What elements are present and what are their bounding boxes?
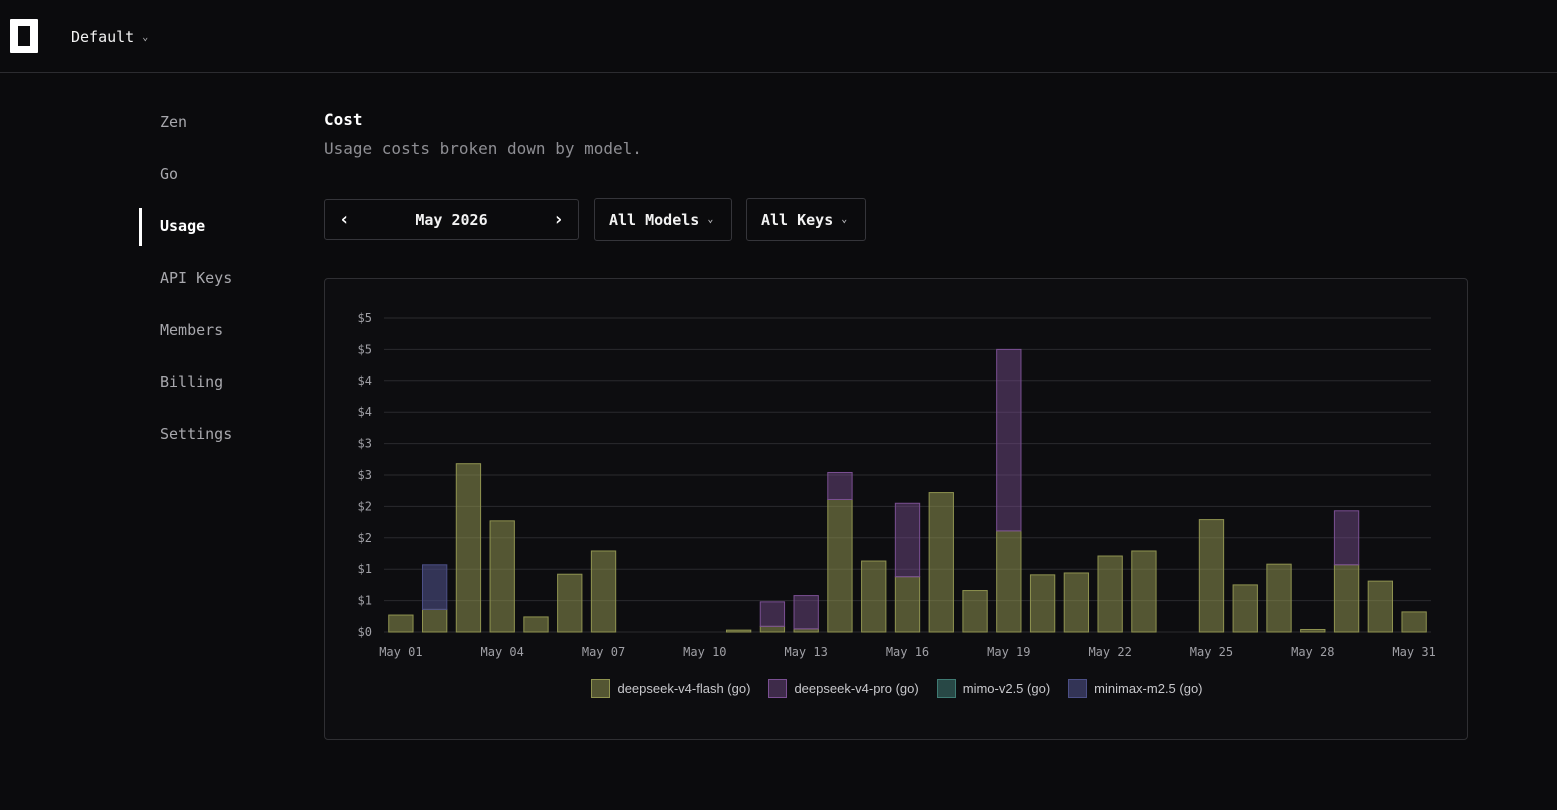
keys-dropdown[interactable]: All Keys ⌄ [746, 198, 866, 241]
bar-deepseek-v4-flash-may-05[interactable] [523, 616, 549, 633]
bar-deepseek-v4-flash-may-28[interactable] [1300, 628, 1326, 633]
x-tick-label: May 01 [379, 645, 422, 659]
legend-label: deepseek-v4-pro (go) [794, 681, 919, 696]
workspace-switcher[interactable]: Default ⌄ [71, 27, 148, 47]
bar-deepseek-v4-flash-may-06[interactable] [557, 573, 583, 633]
chevron-down-icon: ⌄ [142, 31, 149, 43]
bar-deepseek-v4-flash-may-11[interactable] [725, 629, 752, 633]
y-tick-label: $3 [358, 437, 372, 451]
y-tick-label: $4 [358, 405, 372, 419]
legend-swatch [768, 679, 788, 698]
x-tick-label: May 25 [1190, 645, 1233, 659]
bar-deepseek-v4-flash-may-19[interactable] [996, 530, 1022, 633]
bar-deepseek-v4-flash-may-12[interactable] [759, 625, 786, 633]
bar-deepseek-v4-flash-may-03[interactable] [455, 463, 482, 633]
bar-deepseek-v4-flash-may-26[interactable] [1232, 584, 1258, 633]
bar-deepseek-v4-pro-may-16[interactable] [894, 502, 921, 578]
cost-chart-card: $0 $1 $1 $2 $2 $3 $3 $4 $4 $5 $5 May 01 May 04 May 07… [324, 278, 1468, 740]
sidebar-item-go[interactable]: Go [160, 165, 179, 183]
bar-deepseek-v4-flash-may-15[interactable] [861, 560, 887, 633]
sidebar-item-zen[interactable]: Zen [160, 113, 188, 131]
y-tick-label: $1 [358, 562, 372, 576]
legend-swatch [1068, 679, 1088, 698]
page-subtitle: Usage costs broken down by model. [324, 139, 642, 158]
x-tick-label: May 28 [1291, 645, 1334, 659]
legend-item[interactable]: minimax-m2.5 (go) [1068, 679, 1203, 698]
legend-item[interactable]: mimo-v2.5 (go) [936, 679, 1051, 698]
bar-deepseek-v4-flash-may-04[interactable] [489, 520, 515, 633]
bar-deepseek-v4-flash-may-25[interactable] [1198, 519, 1225, 633]
page-title: Cost [324, 110, 363, 129]
legend-item[interactable]: deepseek-v4-flash (go) [591, 679, 750, 698]
legend-label: mimo-v2.5 (go) [962, 681, 1051, 696]
bar-deepseek-v4-flash-may-17[interactable] [928, 492, 954, 633]
x-tick-label: May 19 [987, 645, 1030, 659]
bar-deepseek-v4-flash-may-16[interactable] [894, 576, 921, 633]
bar-deepseek-v4-flash-may-18[interactable] [962, 590, 988, 633]
x-tick-label: May 22 [1088, 645, 1131, 659]
x-tick-label: May 13 [784, 645, 827, 659]
y-tick-label: $0 [358, 625, 372, 639]
bar-minimax-m2.5-may-02[interactable] [422, 564, 448, 610]
sidebar: Zen Go Usage API Keys Members Billing Settings [139, 100, 289, 464]
bar-deepseek-v4-flash-may-14[interactable] [827, 498, 853, 633]
bar-deepseek-v4-pro-may-12[interactable] [759, 601, 786, 627]
chevron-down-icon: ⌄ [707, 214, 714, 225]
bar-deepseek-v4-flash-may-27[interactable] [1266, 563, 1292, 633]
legend-swatch [591, 679, 611, 698]
top-bar: Default ⌄ [0, 0, 1557, 73]
legend-label: deepseek-v4-flash (go) [617, 681, 751, 696]
workspace-name: Default [71, 28, 135, 46]
y-tick-label: $3 [358, 468, 372, 482]
bar-deepseek-v4-pro-may-14[interactable] [827, 471, 853, 500]
bar-deepseek-v4-pro-may-29[interactable] [1333, 510, 1360, 566]
chevron-right-icon[interactable]: › [553, 209, 564, 230]
bar-deepseek-v4-flash-may-30[interactable] [1367, 580, 1393, 633]
sidebar-item-usage[interactable]: Usage [139, 204, 289, 256]
chevron-left-icon[interactable]: ‹ [339, 209, 350, 230]
y-tick-label: $4 [358, 374, 372, 388]
models-dropdown[interactable]: All Models ⌄ [594, 198, 732, 241]
bar-deepseek-v4-flash-may-07[interactable] [590, 550, 617, 633]
bar-deepseek-v4-flash-may-29[interactable] [1333, 564, 1360, 633]
y-tick-label: $2 [358, 531, 372, 545]
x-tick-label: May 04 [481, 645, 524, 659]
x-tick-label: May 31 [1392, 645, 1435, 659]
bar-deepseek-v4-flash-may-20[interactable] [1029, 574, 1056, 633]
sidebar-item-billing[interactable]: Billing [160, 373, 224, 391]
x-tick-label: May 16 [886, 645, 929, 659]
logo-icon[interactable] [10, 19, 38, 53]
month-label: May 2026 [415, 210, 488, 229]
bar-deepseek-v4-flash-may-01[interactable] [388, 614, 414, 633]
bar-deepseek-v4-flash-may-21[interactable] [1063, 572, 1090, 633]
bar-deepseek-v4-pro-may-19[interactable] [996, 348, 1022, 532]
sidebar-item-settings[interactable]: Settings [160, 425, 233, 443]
bar-deepseek-v4-flash-may-31[interactable] [1401, 611, 1427, 633]
sidebar-item-api-keys[interactable]: API Keys [160, 269, 233, 287]
models-dropdown-label: All Models [609, 210, 700, 229]
cost-chart: $0 $1 $1 $2 $2 $3 $3 $4 $4 $5 $5 May 01 May 04 May 07… [358, 311, 1436, 659]
bar-deepseek-v4-pro-may-13[interactable] [793, 595, 819, 630]
y-tick-label: $5 [358, 311, 372, 325]
legend-item[interactable]: deepseek-v4-pro (go) [768, 679, 919, 698]
y-tick-label: $5 [358, 342, 372, 356]
bar-deepseek-v4-flash-may-02[interactable] [422, 608, 448, 633]
legend-swatch [936, 679, 956, 698]
y-tick-label: $2 [358, 499, 372, 513]
chevron-down-icon: ⌄ [841, 214, 848, 225]
sidebar-item-members[interactable]: Members [160, 321, 224, 339]
x-tick-label: May 10 [683, 645, 726, 659]
legend-label: minimax-m2.5 (go) [1094, 681, 1203, 696]
bar-deepseek-v4-flash-may-22[interactable] [1097, 555, 1123, 633]
y-tick-label: $1 [358, 594, 372, 608]
x-tick-label: May 07 [582, 645, 625, 659]
keys-dropdown-label: All Keys [761, 210, 834, 229]
month-picker: ‹ May 2026 › [324, 199, 579, 240]
chart-legend: deepseek-v4-flash (go) deepseek-v4-pro (g… [325, 679, 1469, 698]
bar-deepseek-v4-flash-may-23[interactable] [1131, 550, 1157, 633]
